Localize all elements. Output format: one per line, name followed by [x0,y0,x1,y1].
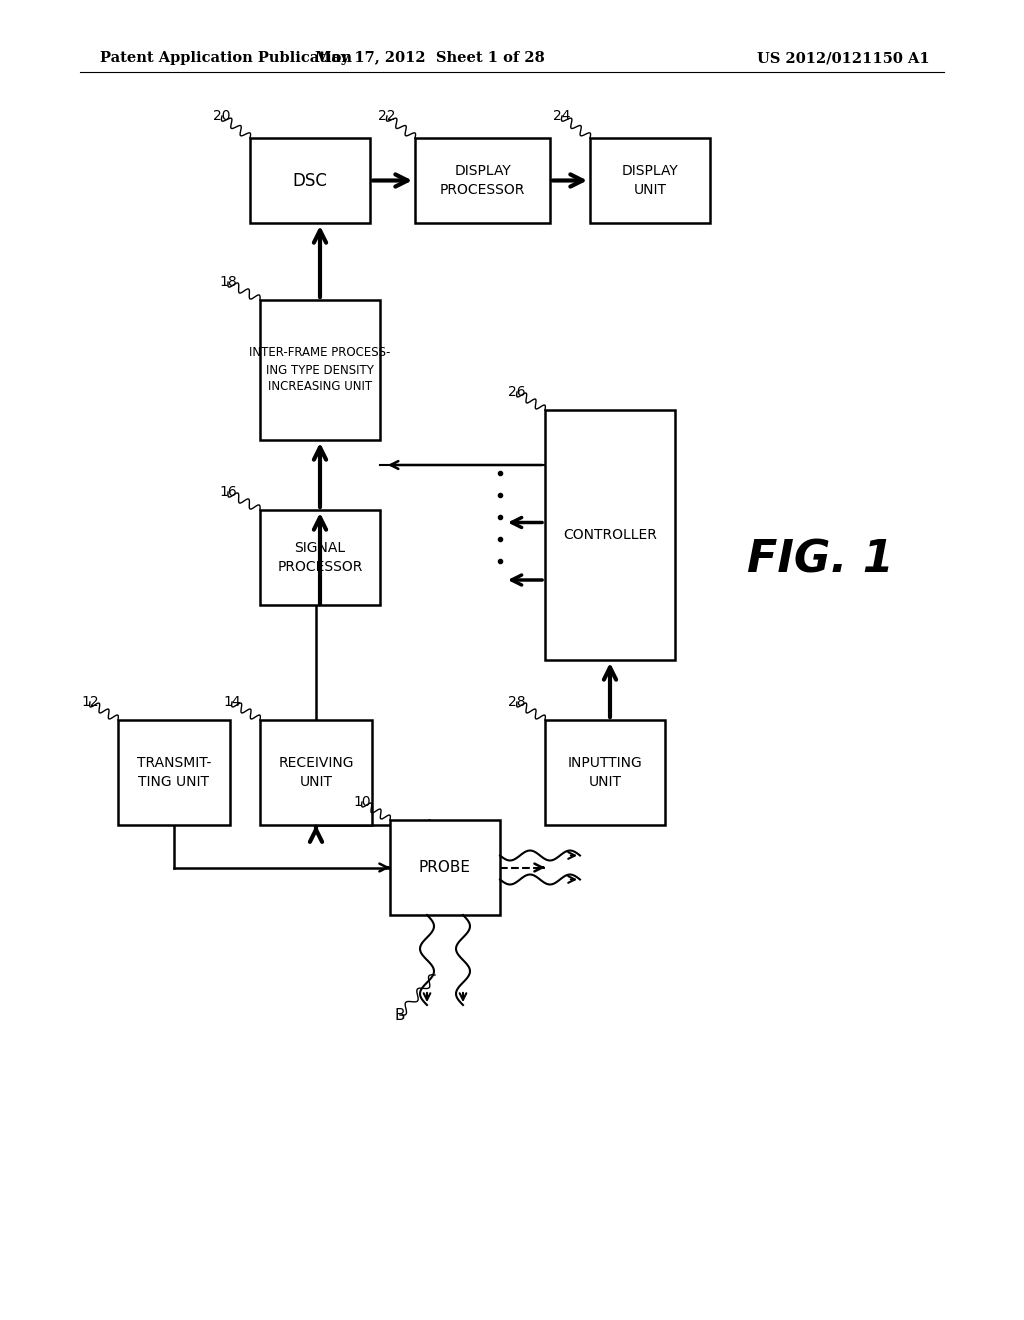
Text: 10: 10 [353,795,371,809]
Text: 20: 20 [213,110,230,123]
Bar [250,139,370,223]
Text: Patent Application Publication: Patent Application Publication [100,51,352,65]
Text: RECEIVING
UNIT: RECEIVING UNIT [279,756,353,789]
Text: US 2012/0121150 A1: US 2012/0121150 A1 [758,51,930,65]
Bar [590,139,710,223]
Bar [390,820,500,915]
Text: INTER-FRAME PROCESS-
ING TYPE DENSITY
INCREASING UNIT: INTER-FRAME PROCESS- ING TYPE DENSITY IN… [249,346,391,393]
Text: TRANSMIT-
TING UNIT: TRANSMIT- TING UNIT [137,756,211,789]
Text: SIGNAL
PROCESSOR: SIGNAL PROCESSOR [278,541,362,574]
Text: May 17, 2012  Sheet 1 of 28: May 17, 2012 Sheet 1 of 28 [315,51,545,65]
Bar [545,411,675,660]
Text: 14: 14 [223,696,241,709]
Text: PROBE: PROBE [419,861,471,875]
Bar [260,300,380,440]
Bar [415,139,550,223]
Text: 16: 16 [219,484,237,499]
Bar [260,510,380,605]
Text: INPUTTING
UNIT: INPUTTING UNIT [567,756,642,789]
Text: DSC: DSC [293,172,328,190]
Text: 12: 12 [81,696,98,709]
Text: CONTROLLER: CONTROLLER [563,528,657,543]
Text: DISPLAY
UNIT: DISPLAY UNIT [622,164,678,197]
Text: 28: 28 [508,696,525,709]
Bar [260,719,372,825]
Text: B: B [394,1007,406,1023]
Text: 26: 26 [508,385,525,399]
Text: 24: 24 [553,110,570,123]
Bar [545,719,665,825]
Text: 18: 18 [219,275,237,289]
Text: DISPLAY
PROCESSOR: DISPLAY PROCESSOR [440,164,525,197]
Bar [118,719,230,825]
Text: 22: 22 [378,110,395,123]
Text: FIG. 1: FIG. 1 [746,539,893,582]
